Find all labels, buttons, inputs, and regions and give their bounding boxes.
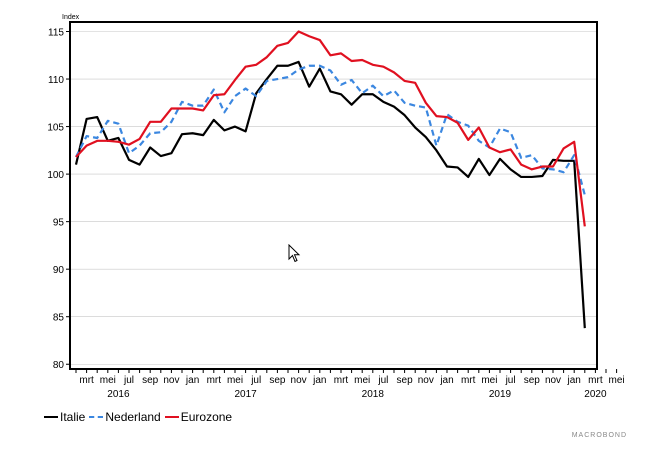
y-tick-label: 80: [53, 360, 65, 371]
x-tick-label: jan: [567, 375, 581, 386]
x-tick-label: nov: [163, 375, 179, 386]
x-tick-label: sep: [397, 375, 414, 386]
legend-swatch-nederland: [89, 416, 104, 418]
x-year-label: 2017: [234, 389, 257, 400]
brand-logo-text: MACROBOND: [571, 432, 627, 439]
y-tick-label: 105: [47, 123, 64, 134]
x-tick-label: mei: [100, 375, 116, 386]
mouse-pointer-icon: [288, 244, 301, 263]
y-tick-label: 95: [53, 218, 65, 229]
legend-label-nederland: Nederland: [105, 410, 161, 424]
x-tick-label: mrt: [461, 375, 476, 386]
x-year-label: 2019: [489, 389, 512, 400]
y-tick-label: 100: [47, 170, 64, 181]
legend-label-eurozone: Eurozone: [180, 410, 233, 424]
y-tick-label: 110: [48, 75, 64, 86]
x-tick-label: nov: [291, 375, 307, 386]
x-year-label: 2016: [107, 389, 130, 400]
x-tick-label: mrt: [588, 375, 603, 386]
legend-item-eurozone: Eurozone: [164, 410, 233, 424]
x-tick-label: mrt: [79, 375, 94, 386]
x-tick-label: mei: [481, 375, 497, 386]
x-tick-label: mrt: [207, 375, 222, 386]
legend-item-nederland: Nederland: [89, 410, 161, 424]
series-line-nederland: [75, 64, 586, 196]
x-tick-label: jul: [123, 375, 134, 386]
y-tick-label: 85: [53, 313, 65, 324]
x-tick-label: mrt: [334, 375, 349, 386]
x-tick-label: mei: [227, 375, 243, 386]
x-year-label: 2020: [584, 389, 607, 400]
y-tick-label: 90: [53, 265, 65, 276]
legend-swatch-italie: [44, 416, 58, 418]
legend: Italie Nederland Eurozone: [44, 410, 236, 424]
x-tick-label: jul: [250, 375, 261, 386]
x-tick-label: sep: [524, 375, 541, 386]
x-tick-label: jan: [185, 375, 199, 386]
x-tick-label: jan: [312, 375, 326, 386]
series-line-italie: [74, 60, 586, 329]
x-tick-label: sep: [269, 375, 286, 386]
legend-swatch-eurozone: [164, 416, 179, 418]
x-tick-label: nov: [545, 375, 561, 386]
plot-frame: [69, 21, 598, 370]
legend-label-italie: Italie: [60, 410, 86, 424]
x-tick-label: mei: [609, 375, 625, 386]
x-tick-label: jan: [439, 375, 453, 386]
series-line-eurozone: [75, 30, 586, 227]
x-year-label: 2018: [362, 389, 385, 400]
legend-item-italie: Italie: [44, 410, 85, 424]
y-tick-label: 115: [48, 28, 64, 39]
x-tick-label: jul: [377, 375, 388, 386]
x-tick-label: jul: [505, 375, 516, 386]
x-tick-label: sep: [142, 375, 159, 386]
y-axis-title: Index: [62, 14, 80, 21]
x-tick-label: nov: [418, 375, 434, 386]
x-tick-label: mei: [354, 375, 370, 386]
